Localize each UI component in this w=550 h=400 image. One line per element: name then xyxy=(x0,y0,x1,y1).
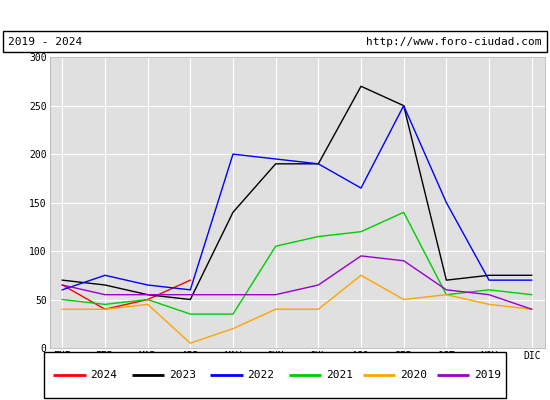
Text: 2019 - 2024: 2019 - 2024 xyxy=(8,37,82,47)
Text: 2019: 2019 xyxy=(474,370,501,380)
Text: 2024: 2024 xyxy=(90,370,117,380)
Text: 2022: 2022 xyxy=(248,370,274,380)
Text: Evolucion Nº Turistas Extranjeros en el municipio de Allande: Evolucion Nº Turistas Extranjeros en el … xyxy=(24,8,526,22)
Text: 2021: 2021 xyxy=(326,370,353,380)
Text: http://www.foro-ciudad.com: http://www.foro-ciudad.com xyxy=(366,37,542,47)
Text: 2020: 2020 xyxy=(400,370,427,380)
Text: 2023: 2023 xyxy=(169,370,196,380)
